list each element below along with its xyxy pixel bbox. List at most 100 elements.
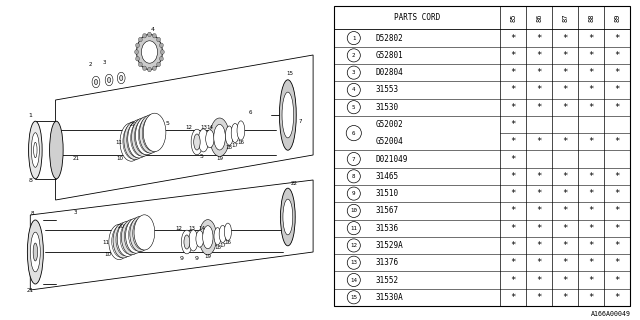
Text: *: * — [614, 85, 620, 94]
Text: 8: 8 — [29, 178, 33, 183]
Text: *: * — [563, 137, 568, 146]
Text: *: * — [510, 103, 516, 112]
Text: *: * — [589, 189, 594, 198]
Text: 3: 3 — [102, 60, 106, 65]
Text: *: * — [536, 224, 542, 233]
Text: 31529A: 31529A — [376, 241, 403, 250]
Ellipse shape — [143, 34, 147, 38]
Text: *: * — [510, 155, 516, 164]
Text: 16: 16 — [225, 240, 232, 245]
Ellipse shape — [148, 68, 152, 72]
Ellipse shape — [117, 221, 138, 256]
Text: PARTS CORD: PARTS CORD — [394, 13, 440, 22]
Text: *: * — [536, 85, 542, 94]
Text: *: * — [563, 85, 568, 94]
Text: 19: 19 — [204, 254, 211, 259]
Ellipse shape — [194, 134, 200, 150]
Ellipse shape — [31, 133, 39, 167]
Text: *: * — [563, 276, 568, 284]
Ellipse shape — [125, 218, 147, 253]
Text: 20: 20 — [117, 223, 124, 228]
Text: G52002: G52002 — [376, 120, 403, 129]
Text: 17: 17 — [220, 243, 226, 248]
Text: *: * — [563, 293, 568, 302]
Ellipse shape — [138, 62, 142, 67]
Ellipse shape — [214, 124, 225, 150]
Ellipse shape — [189, 230, 198, 251]
Ellipse shape — [130, 216, 150, 252]
Text: 86: 86 — [536, 14, 542, 22]
Circle shape — [348, 170, 360, 183]
Ellipse shape — [136, 57, 140, 61]
Text: 7: 7 — [299, 119, 303, 124]
Text: *: * — [589, 68, 594, 77]
Ellipse shape — [120, 123, 143, 161]
Text: 87: 87 — [562, 14, 568, 22]
Ellipse shape — [120, 76, 123, 81]
Text: *: * — [614, 172, 620, 181]
Text: 12: 12 — [175, 226, 182, 231]
Circle shape — [348, 273, 360, 287]
Ellipse shape — [105, 74, 113, 86]
Circle shape — [348, 66, 360, 79]
Text: *: * — [614, 137, 620, 146]
Text: 13: 13 — [350, 260, 357, 265]
Text: 7: 7 — [352, 156, 356, 162]
Circle shape — [348, 49, 360, 62]
Circle shape — [348, 239, 360, 252]
Circle shape — [348, 204, 360, 218]
Text: 3: 3 — [74, 210, 77, 214]
Ellipse shape — [124, 121, 147, 160]
Text: *: * — [536, 137, 542, 146]
Polygon shape — [30, 180, 313, 290]
Text: *: * — [510, 85, 516, 94]
Text: 10: 10 — [350, 208, 357, 213]
Ellipse shape — [184, 235, 189, 249]
Text: *: * — [589, 34, 594, 43]
Text: *: * — [589, 172, 594, 181]
Text: *: * — [510, 68, 516, 77]
Text: 4: 4 — [352, 87, 356, 92]
Text: *: * — [563, 172, 568, 181]
Text: *: * — [510, 172, 516, 181]
Text: *: * — [536, 189, 542, 198]
Text: 20: 20 — [129, 122, 136, 127]
Ellipse shape — [282, 92, 294, 138]
Ellipse shape — [157, 62, 161, 67]
Text: D02804: D02804 — [376, 68, 403, 77]
Text: 15: 15 — [286, 71, 293, 76]
Text: *: * — [589, 85, 594, 94]
Text: 9: 9 — [195, 256, 198, 261]
Ellipse shape — [136, 116, 158, 155]
Text: *: * — [510, 276, 516, 284]
Text: 11: 11 — [103, 239, 109, 244]
Ellipse shape — [214, 228, 221, 245]
Text: *: * — [589, 51, 594, 60]
Ellipse shape — [196, 230, 204, 247]
Text: *: * — [589, 224, 594, 233]
Text: 5: 5 — [165, 121, 169, 126]
Text: *: * — [589, 241, 594, 250]
Text: 10: 10 — [116, 156, 124, 161]
Text: *: * — [563, 206, 568, 215]
Text: 31553: 31553 — [376, 85, 399, 94]
Text: *: * — [589, 258, 594, 267]
Text: *: * — [536, 276, 542, 284]
Ellipse shape — [143, 66, 147, 70]
Text: D52802: D52802 — [376, 34, 403, 43]
Text: 8: 8 — [352, 174, 356, 179]
Text: 14: 14 — [198, 226, 205, 231]
Ellipse shape — [31, 232, 40, 272]
Text: *: * — [510, 241, 516, 250]
Text: 85: 85 — [510, 14, 516, 22]
Circle shape — [346, 125, 362, 141]
Ellipse shape — [132, 118, 154, 156]
Text: G52004: G52004 — [376, 137, 403, 146]
Text: 14: 14 — [206, 125, 213, 130]
Ellipse shape — [136, 43, 140, 47]
Text: 11: 11 — [115, 140, 122, 145]
Text: 5: 5 — [200, 155, 204, 159]
Text: *: * — [563, 189, 568, 198]
Circle shape — [348, 221, 360, 235]
Text: 22: 22 — [291, 181, 298, 186]
